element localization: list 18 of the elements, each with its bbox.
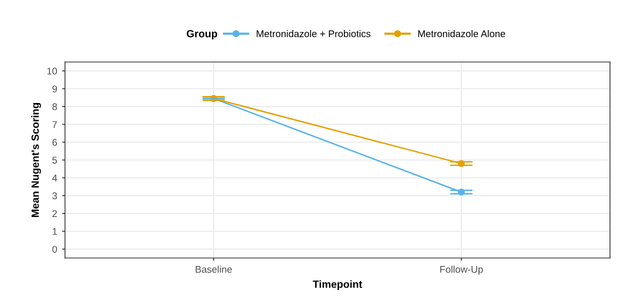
- y-tick-label: 2: [52, 210, 57, 217]
- y-axis-title: Mean Nugent's Scoring: [31, 103, 41, 217]
- y-tick-label: 7: [52, 121, 57, 128]
- legend-label: Metronidazole + Probiotics: [256, 30, 370, 38]
- y-tick-label: 5: [52, 156, 57, 164]
- x-axis-title: Timepoint: [312, 280, 362, 290]
- y-tick-label: 4: [52, 174, 58, 182]
- x-tick-label: Baseline: [196, 266, 232, 273]
- y-tick-label: 0: [52, 246, 57, 253]
- y-tick-label: 8: [52, 103, 57, 110]
- y-tick-label: 1: [52, 228, 57, 235]
- y-tick-label: 6: [52, 138, 57, 146]
- y-tick-label: 3: [52, 192, 57, 200]
- x-tick-label: Follow-Up: [440, 266, 483, 275]
- y-tick-label: 9: [52, 85, 57, 92]
- legend-label: Metronidazole Alone: [418, 30, 506, 38]
- legend-title: Group: [186, 30, 218, 40]
- y-tick-label: 10: [47, 68, 57, 75]
